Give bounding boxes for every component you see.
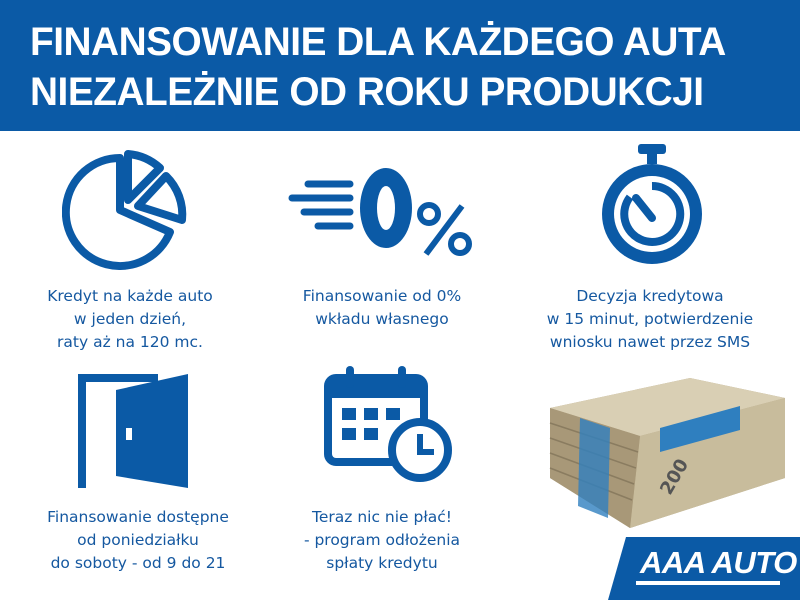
banknotes-icon: 200 [549,378,785,528]
logo-underline [636,581,780,585]
headline-line-1: FINANSOWANIE DLA KAŻDEGO AUTA [30,20,726,64]
feature-credit-text: Kredyt na każde auto w jeden dzień, raty… [0,285,260,354]
logo-text: AAA AUTO [640,545,797,580]
feature-decision-text: Decyzja kredytowa w 15 minut, potwierdze… [520,285,780,354]
feature-line: Teraz nic nie płać! [312,508,452,526]
feature-line: od poniedziałku [77,531,199,549]
feature-line: - program odłożenia [303,531,461,549]
feature-line: wkładu własnego [315,310,449,328]
feature-line: Decyzja kredytowa [576,287,724,305]
pie-chart-icon [62,150,187,270]
header-banner: FINANSOWANIE DLA KAŻDEGO AUTA NIEZALEŻNI… [0,0,800,131]
feature-line: do soboty - od 9 do 21 [50,554,226,572]
feature-zero-percent-text: Finansowanie od 0% wkładu własnego [252,285,512,331]
feature-line: raty aż na 120 mc. [57,333,203,351]
feature-deferral-text: Teraz nic nie płać! - program odłożenia … [252,506,512,575]
zero-percent-icon [288,168,472,256]
aaa-auto-logo: AAA AUTO [608,537,800,600]
feature-line: Kredyt na każde auto [47,287,213,305]
calendar-clock-icon [324,366,452,482]
stopwatch-icon [602,144,702,264]
feature-hours-text: Finansowanie dostępne od poniedziałku do… [8,506,268,575]
feature-line: wniosku nawet przez SMS [549,333,751,351]
feature-line: Finansowanie od 0% [302,287,462,305]
feature-line: Finansowanie dostępne [47,508,229,526]
door-icon [78,374,188,488]
feature-line: w 15 minut, potwierdzenie [546,310,754,328]
feature-line: w jeden dzień, [73,310,187,328]
headline-line-2: NIEZALEŻNIE OD ROKU PRODUKCJI [30,70,704,114]
feature-line: spłaty kredytu [326,554,438,572]
